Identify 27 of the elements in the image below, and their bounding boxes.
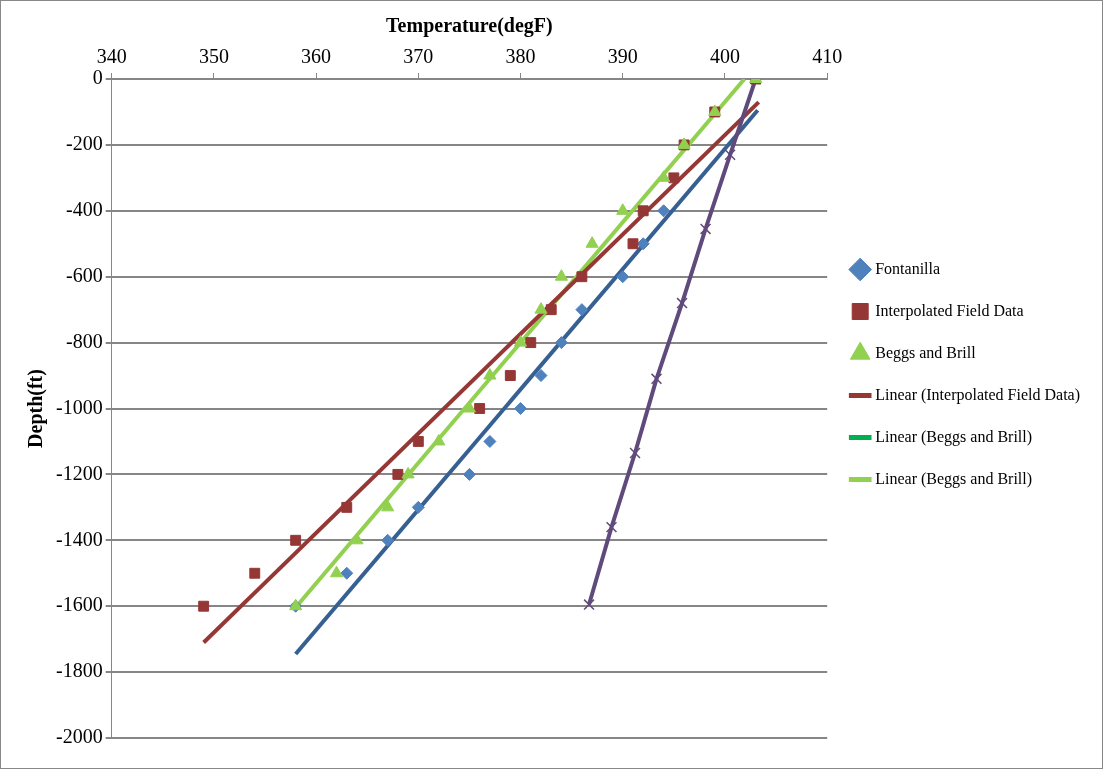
y-tick-label: -200	[65, 132, 103, 155]
y-tick-label: -800	[65, 329, 103, 352]
x-tick-label: 360	[301, 45, 332, 68]
y-tick-label: -2000	[55, 725, 103, 748]
x-tick-label: 340	[96, 45, 127, 68]
y-tick-label: -1200	[55, 461, 103, 484]
legend-label: Interpolated Field Data	[875, 301, 1024, 320]
legend-label: Beggs and Brill	[875, 343, 977, 362]
x-tick-label: 380	[505, 45, 536, 68]
y-tick-label: -1600	[55, 593, 103, 616]
x-tick-label: 350	[198, 45, 229, 68]
x-tick-label: 400	[709, 45, 740, 68]
y-tick-label: -600	[65, 263, 103, 286]
legend-label: Linear (Beggs and Brill)	[875, 427, 1033, 446]
y-tick-label: -400	[65, 198, 103, 221]
y-tick-label: -1800	[55, 659, 103, 682]
y-tick-label: -1400	[55, 527, 103, 550]
x-tick-label: 410	[812, 45, 843, 68]
x-tick-label: 370	[403, 45, 434, 68]
legend-label: Linear (Beggs and Brill)	[875, 469, 1033, 488]
x-tick-label: 390	[607, 45, 638, 68]
x-axis-title: Temperature(degF)	[386, 14, 553, 38]
legend-label: Fontanilla	[875, 259, 941, 277]
y-tick-label: -1000	[55, 395, 103, 418]
y-axis-title: Depth(ft)	[24, 369, 48, 448]
y-tick-label: 0	[92, 66, 103, 89]
legend-label: Linear (Interpolated Field Data)	[875, 385, 1080, 404]
